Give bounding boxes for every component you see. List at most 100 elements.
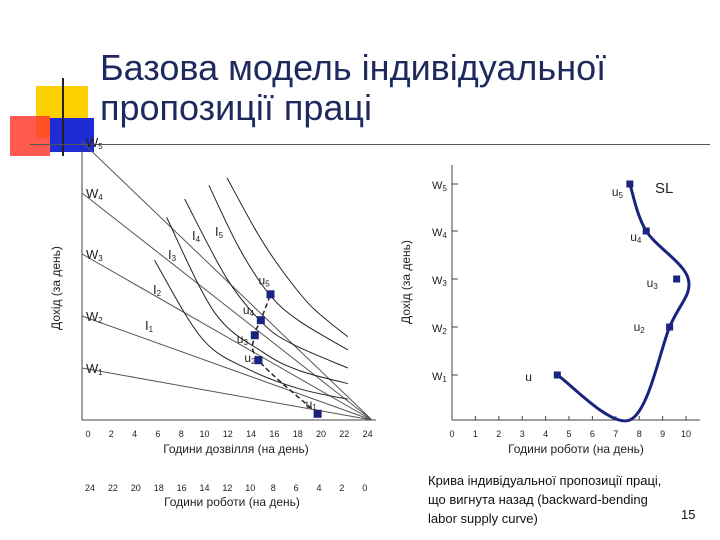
deco-horizontal-line	[30, 144, 710, 145]
budget-line-w5	[81, 141, 373, 421]
equilibrium-point-u3	[250, 331, 259, 340]
right-x-tick-label: 8	[637, 429, 642, 439]
left-x2-tick-label: 0	[362, 483, 367, 493]
right-x-tick-label: 5	[566, 429, 571, 439]
indifference-curve-i5	[226, 177, 349, 338]
indifference-curve-label-i2: I2	[153, 282, 162, 298]
right-x-tick-label: 4	[543, 429, 548, 439]
indifference-curve-label-i1: I1	[145, 318, 154, 334]
right-x-tick-label: 3	[520, 429, 525, 439]
equilibrium-point-u1	[313, 409, 322, 418]
slide-title-line-2: пропозиції праці	[100, 87, 373, 128]
left-x2-tick-label: 12	[222, 483, 232, 493]
left-x-tick-label: 22	[339, 429, 349, 439]
right-x-tick-label: 2	[496, 429, 501, 439]
left-x-tick-label: 14	[246, 429, 256, 439]
caption-line-3: labor supply curve)	[428, 511, 538, 526]
slide-number: 15	[681, 507, 696, 522]
left-x-tick-label: 2	[109, 429, 114, 439]
left-x-tick-label: 6	[155, 429, 160, 439]
budget-line-w3	[81, 253, 373, 421]
right-x-tick-label: 9	[660, 429, 665, 439]
left-y-label-w3: W3	[86, 247, 103, 263]
indifference-curve-i2	[166, 217, 348, 385]
equilibrium-label-u2: u2	[244, 351, 256, 366]
equilibrium-point-u4	[256, 316, 265, 325]
left-x2-tick-label: 24	[85, 483, 95, 493]
left-x-tick-label: 10	[199, 429, 209, 439]
left-x2-tick-label: 6	[294, 483, 299, 493]
deco-vertical-line	[62, 78, 64, 156]
left-x2-axis-label: Години роботи (на день)	[164, 495, 300, 509]
left-y-label-w1: W1	[86, 361, 103, 377]
supply-point-label-4: u4	[630, 230, 642, 245]
supply-point-5	[626, 180, 634, 188]
supply-point-3	[673, 275, 681, 283]
left-x2-tick-label: 22	[108, 483, 118, 493]
labor-supply-curve-label: SL	[655, 180, 673, 197]
left-x-tick-label: 4	[132, 429, 137, 439]
deco-red-square	[10, 116, 50, 156]
budget-line-w1	[81, 367, 373, 421]
right-y-label-w3: W3	[432, 275, 447, 288]
right-x-tick-label: 1	[473, 429, 478, 439]
left-x-tick-label: 16	[269, 429, 279, 439]
supply-point-label-1: u	[525, 370, 532, 384]
left-x-tick-label: 8	[179, 429, 184, 439]
right-y-label-w1: W1	[432, 371, 447, 384]
right-chart: u u2 u3 u4 u5 0 1 2 3 4 5 6 7 8 9 10 W1 W2 W3 W4 W5 Дохід …	[399, 165, 700, 456]
supply-point-4	[642, 227, 650, 235]
budget-line-w4	[81, 192, 373, 421]
left-x-tick-label: 24	[363, 429, 373, 439]
right-y-label-w4: W4	[432, 227, 447, 240]
left-x-tick-label: 18	[293, 429, 303, 439]
slide-title: Базова модель індивідуальної пропозиції …	[100, 48, 660, 128]
left-y-label-w5: W5	[86, 135, 103, 151]
right-y-axis-label: Дохід (за день)	[399, 240, 413, 324]
equilibrium-label-u5: u5	[259, 273, 271, 288]
supply-point-label-2: u2	[634, 320, 646, 335]
equilibrium-label-u1: u1	[306, 397, 318, 412]
left-y-label-w2: W2	[86, 309, 103, 325]
left-x-axis-label: Години дозвілля (на день)	[163, 442, 309, 456]
left-x2-tick-label: 4	[316, 483, 321, 493]
left-y-axis-label: Дохід (за день)	[49, 246, 63, 330]
equilibrium-label-u3: u3	[237, 332, 249, 347]
left-x2-tick-label: 14	[199, 483, 209, 493]
left-x2-tick-label: 8	[271, 483, 276, 493]
left-x-tick-label: 12	[223, 429, 233, 439]
right-x-axis-label: Години роботи (на день)	[508, 442, 644, 456]
indifference-curve-i4	[208, 185, 349, 351]
equilibrium-point-u2	[254, 356, 263, 365]
right-x-tick-label: 6	[590, 429, 595, 439]
right-y-label-w2: W2	[432, 323, 447, 336]
equilibrium-point-u5	[266, 290, 275, 299]
caption-line-2: що вигнута назад (backward-bending	[428, 492, 648, 507]
slide-title-line-1: Базова модель індивідуальної	[100, 47, 607, 88]
caption-line-1: Крива індивідуальної пропозиції праці,	[428, 473, 662, 488]
indifference-curve-i1	[154, 259, 348, 400]
budget-line-w2	[81, 315, 373, 421]
labor-supply-curve	[556, 183, 691, 423]
right-x-tick-label: 0	[449, 429, 454, 439]
indifference-curve-label-i5: I5	[215, 224, 224, 240]
left-x2-tick-label: 18	[154, 483, 164, 493]
equilibrium-label-u4: u4	[243, 303, 255, 318]
supply-point-1	[553, 371, 561, 379]
left-x-tick-label: 0	[85, 429, 90, 439]
supply-point-2	[666, 323, 674, 331]
left-x2-tick-label: 10	[245, 483, 255, 493]
supply-point-label-3: u3	[647, 276, 659, 291]
indifference-curve-label-i3: I3	[168, 247, 177, 263]
supply-point-label-5: u5	[612, 185, 624, 200]
indifference-curve-label-i4: I4	[192, 228, 201, 244]
left-y-label-w4: W4	[86, 186, 103, 202]
right-x-tick-label: 7	[613, 429, 618, 439]
left-x2-tick-label: 16	[177, 483, 187, 493]
left-x2-tick-label: 2	[339, 483, 344, 493]
right-y-label-w5: W5	[432, 180, 447, 193]
left-x2-tick-label: 20	[131, 483, 141, 493]
left-x-tick-label: 20	[316, 429, 326, 439]
